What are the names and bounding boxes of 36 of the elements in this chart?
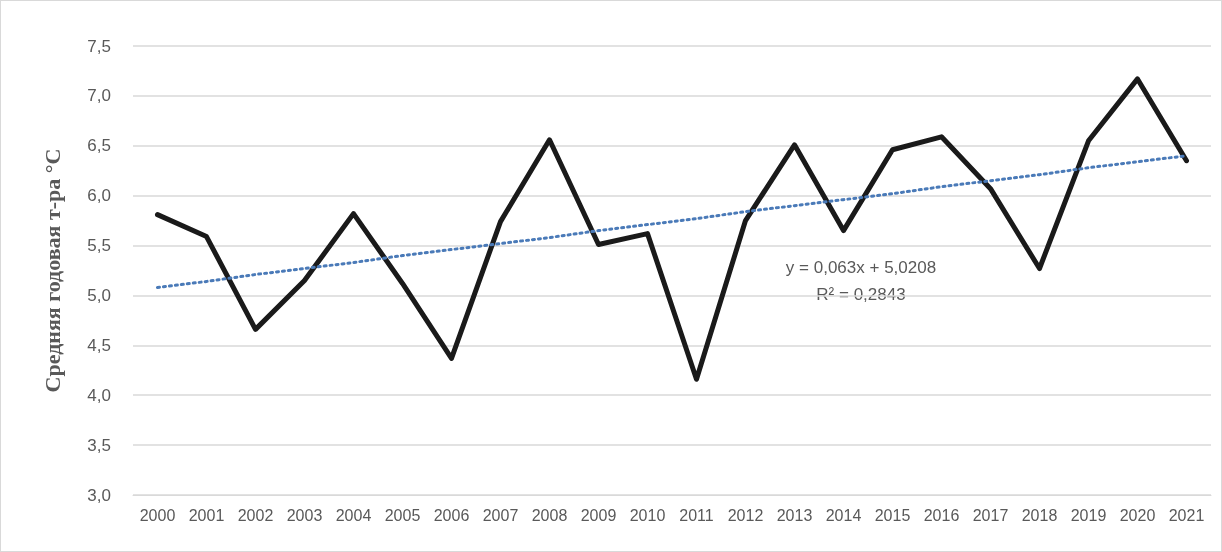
x-tick-label: 2021 xyxy=(1168,506,1205,524)
x-tick-label: 2017 xyxy=(972,506,1009,524)
y-tick-label: 4,5 xyxy=(87,335,111,355)
x-tick-label: 2007 xyxy=(482,506,519,524)
x-tick-label: 2008 xyxy=(531,506,568,524)
x-tick-label: 2002 xyxy=(237,506,274,524)
y-tick-label: 5,5 xyxy=(87,236,111,256)
x-tick-label: 2009 xyxy=(580,506,617,524)
x-tick-label: 2000 xyxy=(139,506,176,524)
y-tick-label: 6,0 xyxy=(87,186,111,206)
x-tick-label: 2020 xyxy=(1119,506,1156,524)
x-tick-label: 2001 xyxy=(188,506,225,524)
annotation: R² = 0,2843 xyxy=(816,285,906,304)
x-tick-label: 2016 xyxy=(923,506,960,524)
x-tick-label: 2010 xyxy=(629,506,666,524)
y-tick-label: 5,0 xyxy=(87,285,111,305)
y-tick-label: 4,0 xyxy=(87,385,111,405)
x-tick-label: 2013 xyxy=(776,506,813,524)
y-axis-title: Средняя годовая т-ра °С xyxy=(39,148,65,393)
y-tick-label: 7,0 xyxy=(87,86,111,106)
line-series xyxy=(156,154,1188,289)
x-tick-label: 2003 xyxy=(286,506,323,524)
y-tick-label: 7,5 xyxy=(87,36,111,56)
x-tick-label: 2014 xyxy=(825,506,862,524)
x-tick-label: 2018 xyxy=(1021,506,1058,524)
x-tick-label: 2012 xyxy=(727,506,764,524)
y-tick-label: 6,5 xyxy=(87,136,111,156)
x-tick-label: 2005 xyxy=(384,506,421,524)
x-tick-label: 2006 xyxy=(433,506,470,524)
x-tick-label: 2019 xyxy=(1070,506,1107,524)
y-tick-label: 3,5 xyxy=(87,435,111,455)
x-tick-label: 2004 xyxy=(335,506,372,524)
y-tick-label: 3,0 xyxy=(87,485,111,505)
x-tick-label: 2011 xyxy=(679,506,714,524)
x-tick-label: 2015 xyxy=(874,506,911,524)
annotation: y = 0,063x + 5,0208 xyxy=(785,258,937,277)
